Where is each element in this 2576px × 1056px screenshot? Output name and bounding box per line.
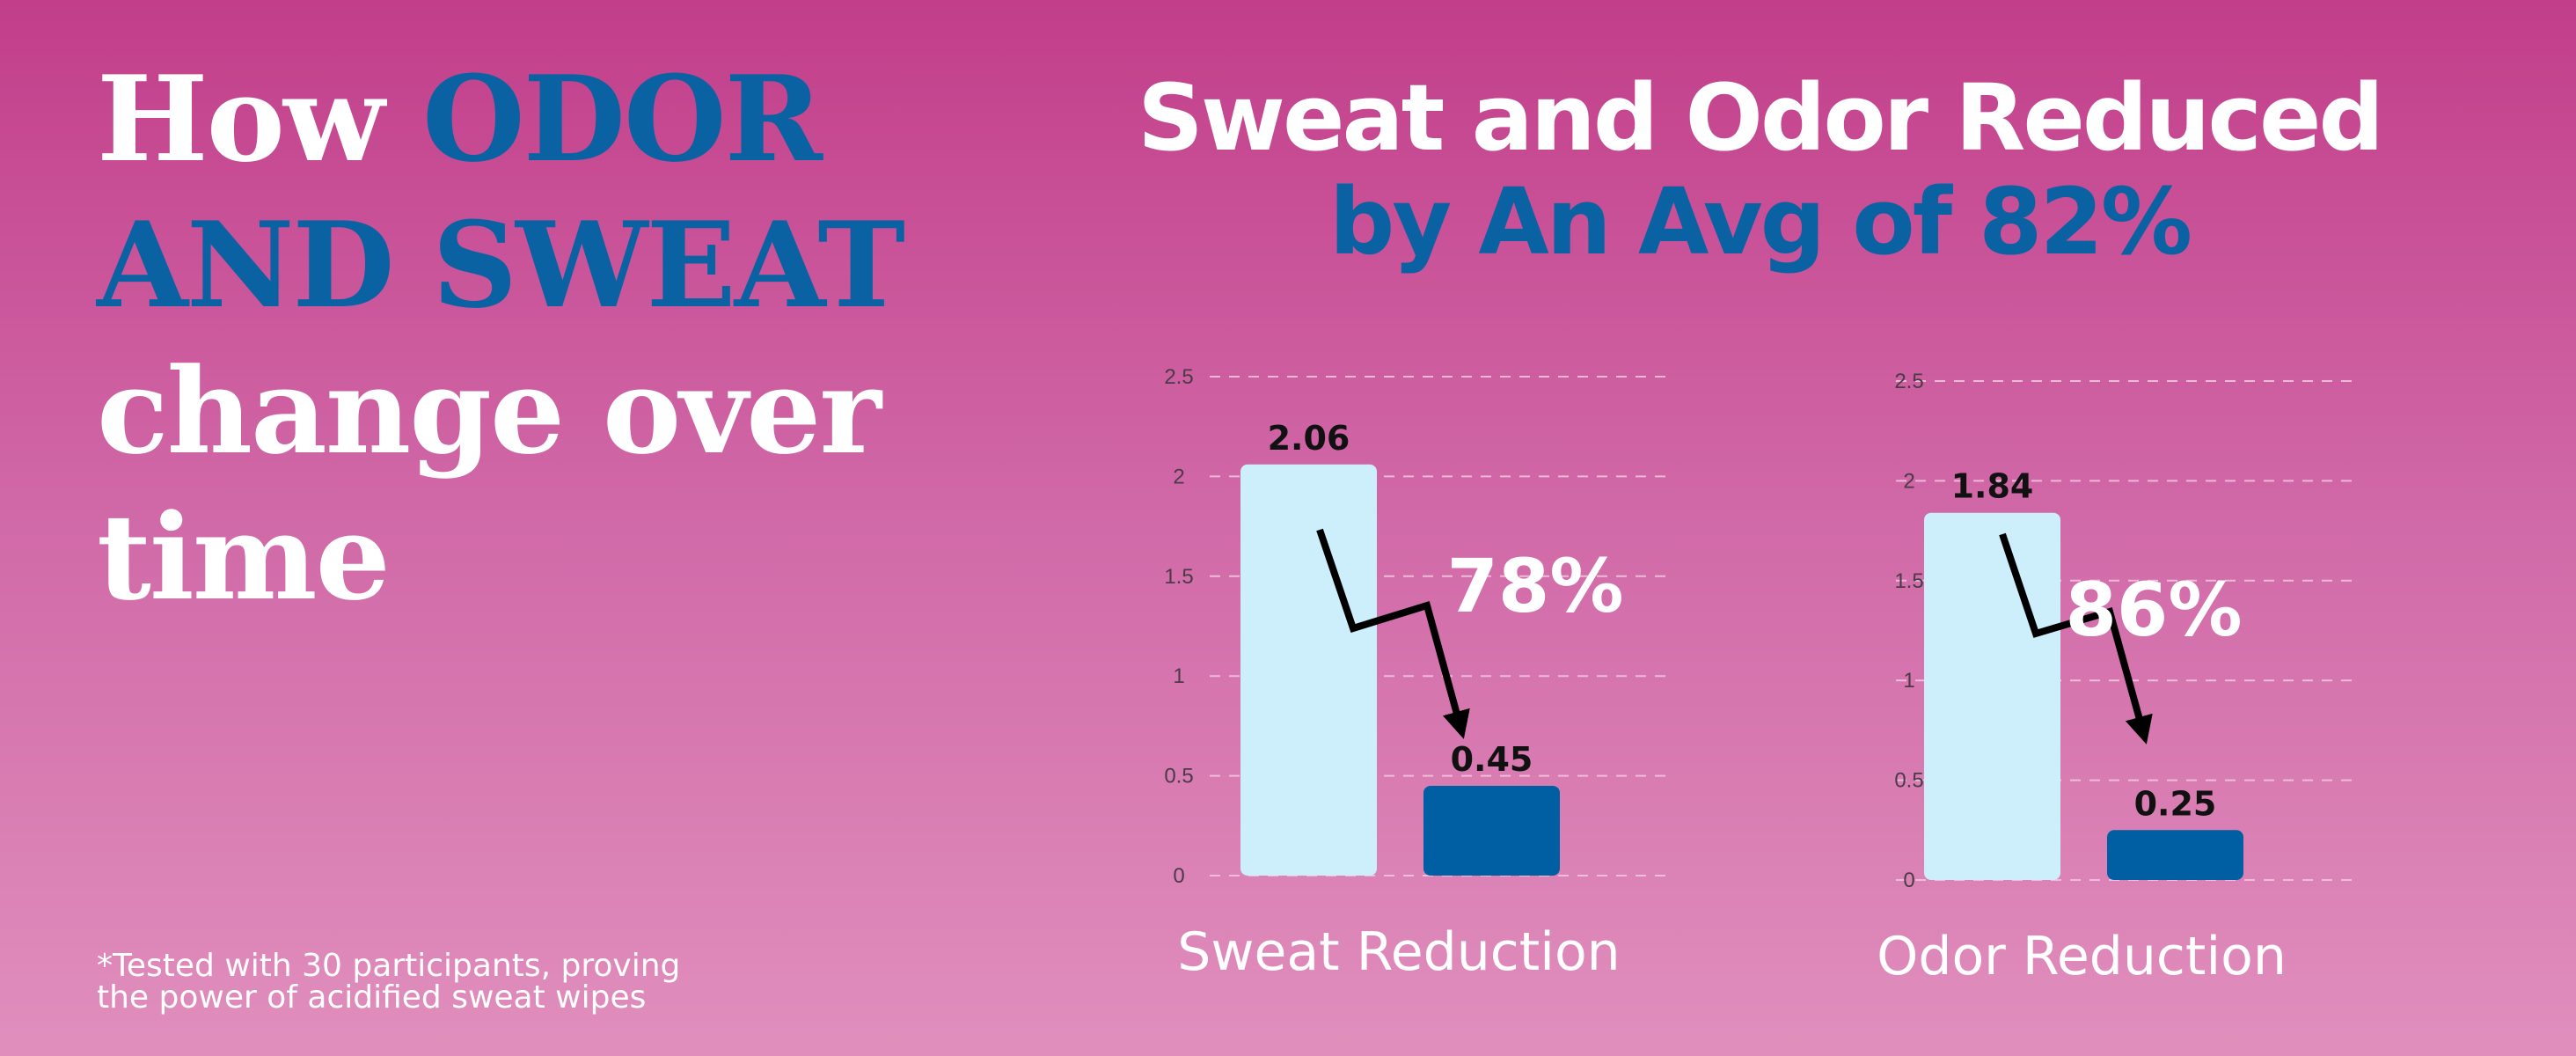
headline-word-how: How xyxy=(97,49,384,188)
y-tick-label: 2 xyxy=(1173,465,1184,488)
headline-line-1: How ODOR xyxy=(97,46,977,192)
footnote-line-2: the power of acidified sweat wipes xyxy=(97,979,647,1016)
headline-accent-and-sweat: AND SWEAT xyxy=(97,195,905,334)
y-tick-label: 2.5 xyxy=(1164,365,1193,389)
footnote: *Tested with 30 participants, proving th… xyxy=(97,950,765,1014)
y-tick-label: 0.5 xyxy=(1894,769,1923,793)
y-tick-label: 0 xyxy=(1903,869,1914,892)
decrease-arrow-icon xyxy=(1316,528,1470,739)
y-tick-label: 1.5 xyxy=(1894,569,1923,593)
y-tick-label: 0 xyxy=(1173,864,1184,888)
x-axis-label: Sweat Reduction xyxy=(1177,921,1620,983)
y-tick-label: 2.5 xyxy=(1894,370,1923,393)
reduction-percentage: 86% xyxy=(2065,567,2242,653)
bar xyxy=(1240,464,1377,876)
bar xyxy=(1423,785,1560,876)
bar-value-label: 2.06 xyxy=(1268,419,1350,458)
y-tick-label: 1.5 xyxy=(1164,565,1193,589)
chart-title-line-2: by An Avg of 82% xyxy=(1328,168,2192,275)
headline: How ODOR AND SWEAT change over time xyxy=(97,46,977,630)
footnote-line-1: *Tested with 30 participants, proving xyxy=(97,948,681,984)
reduction-percentage: 78% xyxy=(1446,543,1623,629)
y-tick-label: 2 xyxy=(1903,469,1914,493)
y-tick-label: 1 xyxy=(1173,664,1184,688)
headline-accent-odor: ODOR xyxy=(422,49,823,188)
chart-title-line-1: Sweat and Odor Reduced xyxy=(1137,64,2384,172)
bar-value-label: 0.45 xyxy=(1451,740,1533,779)
y-tick-label: 0.5 xyxy=(1164,765,1193,788)
bar-value-label: 1.84 xyxy=(1951,467,2034,506)
decrease-arrow-icon xyxy=(1999,532,2153,744)
bar xyxy=(2107,830,2243,880)
headline-time: time xyxy=(97,488,391,627)
bar-value-label: 0.25 xyxy=(2134,784,2217,823)
x-axis-label: Odor Reduction xyxy=(1877,926,2287,987)
bar xyxy=(1924,512,2060,880)
headline-change-over: change over xyxy=(97,341,882,480)
y-tick-label: 1 xyxy=(1903,669,1914,693)
